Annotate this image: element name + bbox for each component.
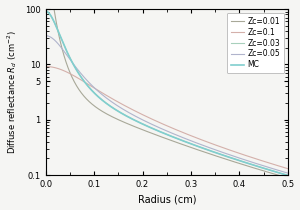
Zc=0.01 — [161, 136, 164, 139]
Line: Zc=0.03: Zc=0.03 — [46, 12, 288, 175]
Zc=0.03 — [175, 137, 179, 140]
MC — [159, 131, 163, 133]
MC — [161, 131, 164, 134]
Legend: Zc=0.01, Zc=0.1, Zc=0.03, Zc=0.05, MC: Zc=0.01, Zc=0.1, Zc=0.03, Zc=0.05, MC — [227, 13, 284, 73]
MC — [243, 161, 246, 163]
Zc=0.1 — [280, 166, 284, 168]
Zc=0.05 — [45, 34, 48, 37]
Zc=0.1 — [175, 129, 179, 131]
Zc=0.01 — [286, 177, 290, 179]
Zc=0.1 — [159, 122, 163, 125]
Zc=0.05 — [159, 127, 163, 130]
Line: Zc=0.01: Zc=0.01 — [46, 0, 288, 178]
MC — [45, 10, 48, 13]
Zc=0.01 — [243, 164, 246, 166]
Zc=0.1 — [286, 167, 290, 170]
Zc=0.03 — [161, 131, 164, 134]
Zc=0.03 — [188, 142, 192, 145]
Zc=0.05 — [188, 139, 192, 142]
Line: Zc=0.1: Zc=0.1 — [46, 67, 288, 169]
Zc=0.01 — [188, 146, 192, 148]
Zc=0.03 — [280, 172, 284, 175]
Y-axis label: Diffuse reflectance $R_d$ (cm$^{-2}$): Diffuse reflectance $R_d$ (cm$^{-2}$) — [6, 30, 20, 154]
Zc=0.05 — [286, 172, 290, 175]
MC — [286, 174, 290, 177]
Zc=0.05 — [175, 134, 179, 136]
Zc=0.05 — [243, 158, 246, 161]
Zc=0.01 — [280, 175, 284, 177]
Zc=0.03 — [159, 131, 163, 133]
X-axis label: Radius (cm): Radius (cm) — [137, 194, 196, 205]
MC — [175, 137, 179, 140]
Zc=0.03 — [286, 174, 290, 177]
Zc=0.1 — [45, 65, 48, 68]
Zc=0.03 — [45, 10, 48, 13]
MC — [280, 172, 284, 175]
Zc=0.05 — [280, 170, 284, 173]
Line: MC: MC — [46, 11, 288, 175]
Zc=0.1 — [188, 134, 192, 137]
Zc=0.1 — [243, 154, 246, 156]
Zc=0.03 — [243, 161, 246, 163]
Zc=0.05 — [161, 128, 164, 130]
MC — [188, 142, 192, 145]
Line: Zc=0.05: Zc=0.05 — [46, 36, 288, 173]
Zc=0.01 — [175, 141, 179, 144]
Zc=0.01 — [159, 135, 163, 138]
Zc=0.1 — [161, 123, 164, 125]
